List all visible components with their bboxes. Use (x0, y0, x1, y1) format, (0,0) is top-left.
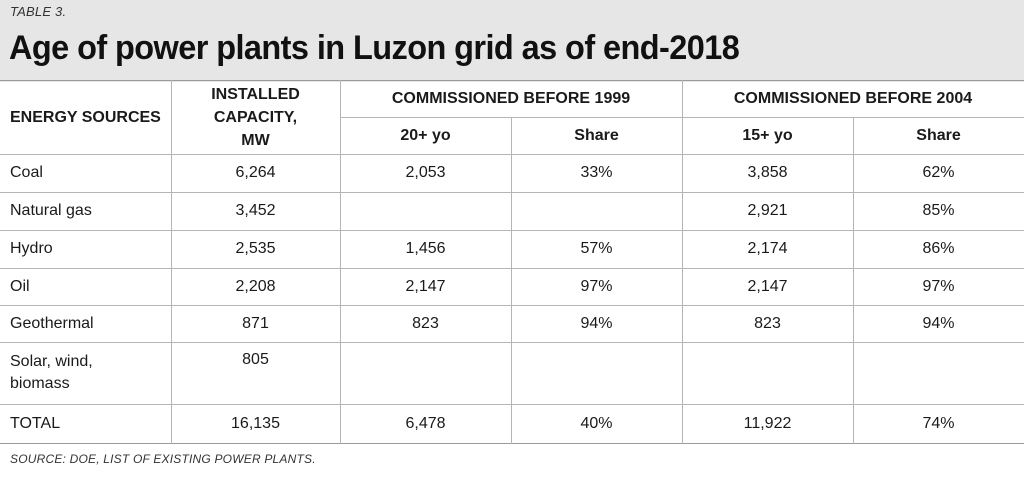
row-coal-20yo: 2,053 (405, 164, 446, 181)
subheader-15-yo: 15+ yo (742, 127, 793, 144)
row-geothermal-share-2004: 94% (922, 314, 955, 332)
row-solar-wind-biomass-capacity: 805 (242, 351, 269, 368)
row-total-share-1999: 40% (580, 414, 613, 432)
column-divider (682, 80, 683, 444)
row-total-15yo: 11,922 (743, 414, 792, 432)
subheader-20-yo: 20+ yo (400, 127, 451, 144)
row-geothermal-capacity: 871 (242, 314, 269, 332)
subheader-share-1999: Share (574, 127, 619, 144)
header-commissioned-before-1999: COMMISSIONED BEFORE 1999 (391, 90, 631, 107)
row-divider (0, 305, 1024, 306)
row-natural-gas-share-1999 (511, 192, 682, 230)
row-natural-gas-source: Natural gas (10, 202, 92, 219)
row-coal-capacity: 6,264 (235, 164, 276, 181)
power-plant-age-table: ENERGY SOURCES INSTALLED CAPACITY, MW CO… (0, 80, 1024, 444)
row-hydro-share-2004: 86% (922, 240, 955, 257)
column-divider (511, 117, 512, 444)
row-natural-gas-15yo: 2,921 (747, 202, 788, 219)
row-solar-wind-biomass-source-text: Solar, wind, biomass (10, 353, 93, 392)
row-total-source: TOTAL (10, 414, 61, 432)
header-bottom-rule (0, 154, 1024, 155)
row-divider (0, 342, 1024, 343)
row-divider (0, 230, 1024, 231)
header-installed-capacity: INSTALLED CAPACITY, MW (171, 80, 340, 154)
row-hydro-15yo: 2,174 (747, 240, 788, 257)
row-hydro-capacity: 2,535 (235, 240, 276, 257)
row-coal-source: Coal (10, 164, 43, 181)
table-top-rule (0, 80, 1024, 81)
row-oil-share-2004: 97% (922, 277, 955, 295)
row-coal-15yo: 3,858 (747, 164, 788, 181)
row-total-20yo: 6,478 (405, 414, 446, 432)
column-divider (340, 80, 341, 444)
column-divider (171, 80, 172, 444)
row-solar-wind-biomass-20yo (340, 342, 511, 378)
row-solar-wind-biomass-source: Solar, wind, biomass (0, 342, 171, 404)
row-geothermal-source: Geothermal (10, 314, 94, 332)
row-oil-source: Oil (10, 277, 30, 295)
row-hydro-20yo: 1,456 (405, 240, 446, 257)
row-solar-wind-biomass-15yo (682, 342, 853, 378)
row-total-capacity: 16,135 (231, 414, 280, 432)
table-header-band: TABLE 3. Age of power plants in Luzon gr… (0, 0, 1024, 82)
row-total-share-2004: 74% (922, 414, 955, 432)
row-divider (0, 404, 1024, 405)
row-geothermal-20yo: 823 (412, 314, 439, 332)
row-geothermal-15yo: 823 (754, 314, 781, 332)
header-energy-sources: ENERGY SOURCES (10, 108, 161, 126)
row-oil-share-1999: 97% (580, 277, 613, 295)
row-natural-gas-share-2004: 85% (922, 202, 955, 219)
row-solar-wind-biomass-share-1999 (511, 342, 682, 378)
subheader-share-2004: Share (916, 127, 961, 144)
row-coal-share-2004: 62% (922, 164, 955, 181)
table-bottom-rule (0, 443, 1024, 444)
row-oil-20yo: 2,147 (405, 277, 446, 295)
row-divider (0, 268, 1024, 269)
row-solar-wind-biomass-share-2004 (853, 342, 1024, 378)
column-divider (853, 117, 854, 444)
source-note: SOURCE: DOE, LIST OF EXISTING POWER PLAN… (10, 452, 316, 466)
row-hydro-source: Hydro (10, 240, 53, 257)
header-commissioned-before-2004: COMMISSIONED BEFORE 2004 (733, 90, 973, 107)
table-title: Age of power plants in Luzon grid as of … (9, 29, 740, 67)
row-divider (0, 192, 1024, 193)
row-hydro-share-1999: 57% (580, 240, 613, 257)
row-oil-capacity: 2,208 (235, 277, 276, 295)
row-oil-15yo: 2,147 (747, 277, 788, 295)
row-coal-share-1999: 33% (580, 164, 613, 181)
row-natural-gas-capacity: 3,452 (235, 202, 276, 219)
row-natural-gas-20yo (340, 192, 511, 230)
table-label: TABLE 3. (10, 4, 67, 19)
row-geothermal-share-1999: 94% (580, 314, 613, 332)
header-installed-capacity-text: INSTALLED CAPACITY, MW (211, 85, 300, 149)
